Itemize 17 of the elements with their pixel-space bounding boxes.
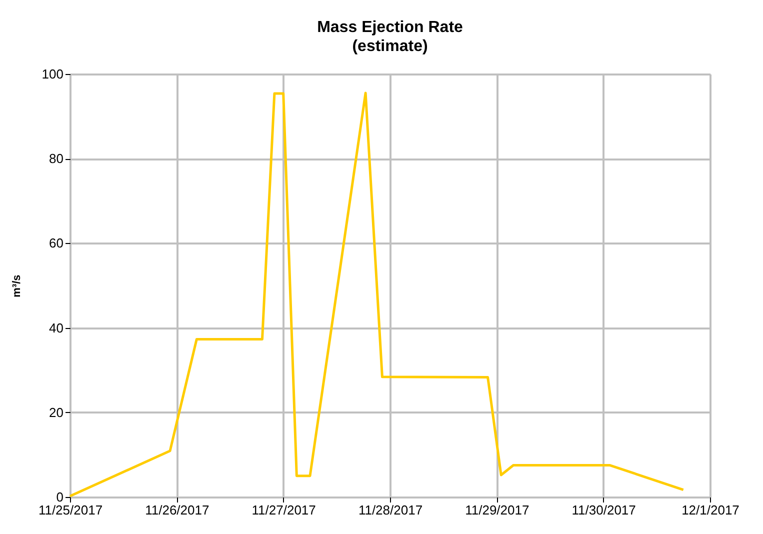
y-tick-label: 40 xyxy=(49,320,64,336)
y-tick-label: 20 xyxy=(49,404,64,420)
x-tick-label: 11/30/2017 xyxy=(572,502,636,518)
y-tick-label: 80 xyxy=(49,151,64,166)
x-tick-label: 11/27/2017 xyxy=(252,502,316,518)
x-tick-label: 11/28/2017 xyxy=(358,502,423,518)
x-tick-label: 11/26/2017 xyxy=(145,502,210,518)
y-tick-label: 0 xyxy=(56,490,64,504)
y-tick-label: 60 xyxy=(49,236,64,251)
chart-subtitle: (estimate) xyxy=(352,38,428,55)
y-axis-title: m³/s xyxy=(10,274,23,298)
y-tick-label: 100 xyxy=(42,66,64,82)
x-tick-label: 11/29/2017 xyxy=(465,502,530,518)
x-tick-label: 11/25/2017 xyxy=(38,502,103,518)
x-tick-label: 12/1/2017 xyxy=(682,502,740,518)
line-series xyxy=(68,92,685,498)
chart-title: Mass Ejection Rate xyxy=(317,19,464,36)
